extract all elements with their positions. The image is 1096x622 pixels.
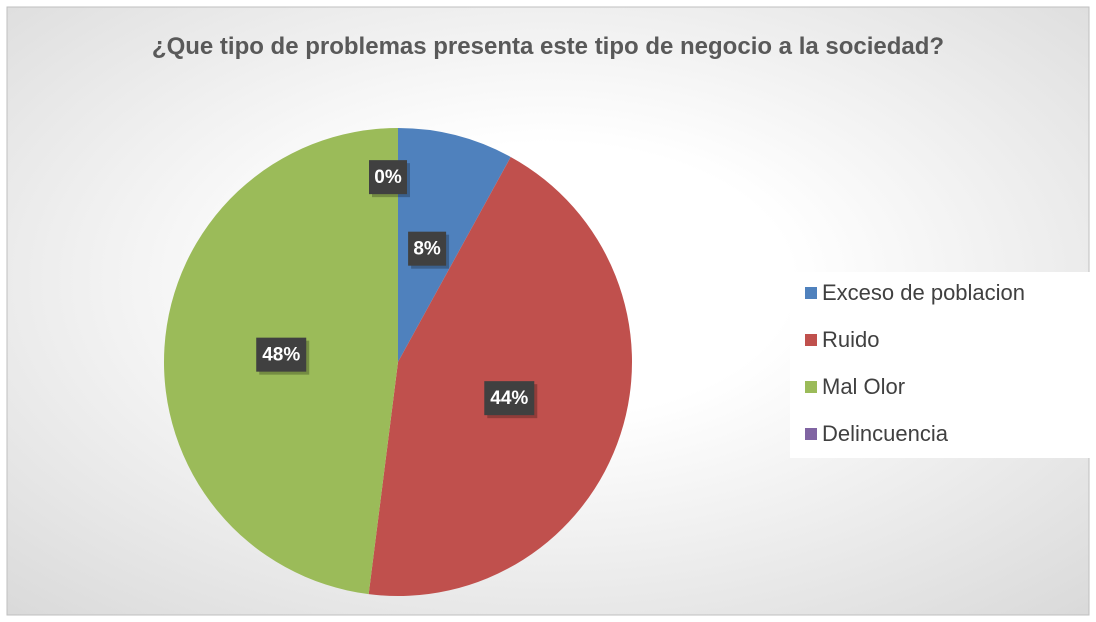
legend-label: Delincuencia <box>822 421 949 446</box>
legend-label: Ruido <box>822 327 879 352</box>
pie-slice <box>398 128 511 362</box>
chart-title: ¿Que tipo de problemas presenta este tip… <box>151 33 945 60</box>
data-label-box <box>369 160 407 195</box>
data-label-box <box>408 231 447 266</box>
legend-label: Mal Olor <box>822 374 905 399</box>
legend-swatch <box>805 381 817 393</box>
data-label: 0% <box>374 167 402 188</box>
legend-label: Exceso de poblacion <box>822 280 1025 305</box>
data-label: 48% <box>262 345 300 366</box>
pie-slice <box>368 156 632 596</box>
legend-box <box>790 272 1092 458</box>
legend-swatch <box>805 287 817 299</box>
data-label-box <box>256 337 307 372</box>
data-label-box <box>484 381 535 416</box>
data-label: 8% <box>413 239 441 260</box>
legend-swatch <box>805 428 817 440</box>
legend-swatch <box>805 334 817 346</box>
data-label: 44% <box>490 388 528 409</box>
